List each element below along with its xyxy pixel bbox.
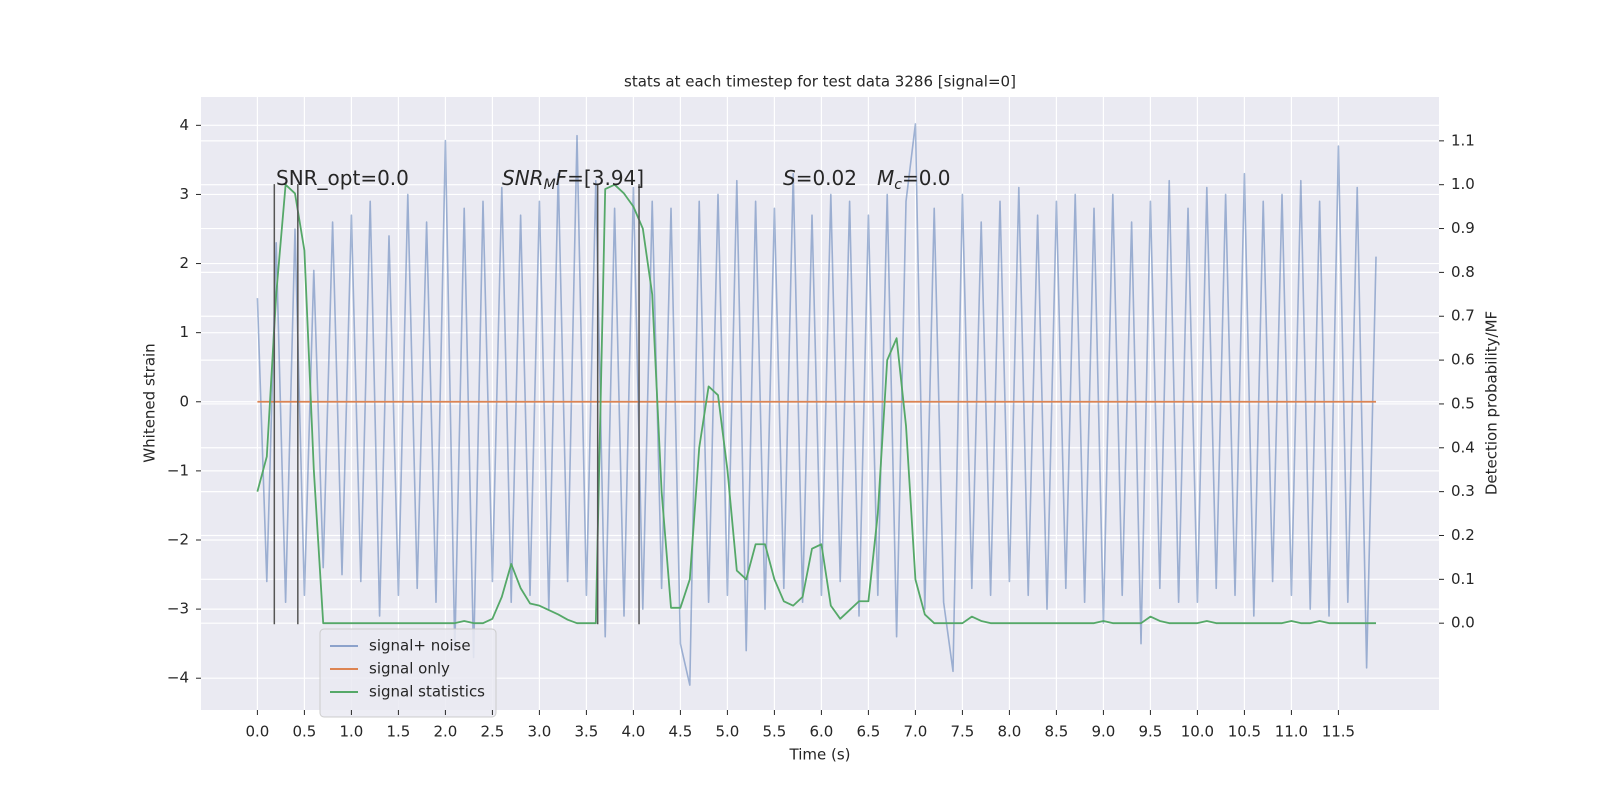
x-tick-label: 9.5 <box>1138 723 1162 741</box>
x-tick-label: 7.0 <box>903 723 927 741</box>
x-tick-label: 10.5 <box>1228 723 1261 741</box>
y2-tick-label: 0.8 <box>1451 263 1475 281</box>
x-tick-label: 2.5 <box>480 723 504 741</box>
annotation: SNR_opt=0.0 <box>276 166 409 190</box>
y2-axis-label: Detection probability/MF <box>1483 311 1501 495</box>
annotation-text: =0.0 <box>902 166 951 190</box>
y2-tick-label: 1.0 <box>1451 175 1475 193</box>
y2-tick-label: 0.1 <box>1451 570 1475 588</box>
y-tick-label: −2 <box>167 530 189 548</box>
x-tick-label: 1.0 <box>339 723 363 741</box>
annotation-text: F <box>556 166 568 190</box>
annotation: Mc=0.0 <box>877 166 951 193</box>
x-tick-label: 2.0 <box>433 723 457 741</box>
chart-title: stats at each timestep for test data 328… <box>624 73 1016 91</box>
y2-tick-label: 0.0 <box>1451 614 1475 632</box>
x-tick-label: 1.5 <box>386 723 410 741</box>
annotation: SNRMF=[3.94] <box>502 166 644 193</box>
x-tick-label: 5.5 <box>762 723 786 741</box>
y2-tick-label: 0.3 <box>1451 482 1475 500</box>
x-tick-label: 6.5 <box>856 723 880 741</box>
annotation-text: S <box>783 166 796 190</box>
x-tick-label: 5.0 <box>715 723 739 741</box>
annotation-subscript: c <box>894 177 902 193</box>
y-tick-label: 1 <box>179 323 189 341</box>
x-axis-label: Time (s) <box>789 746 851 764</box>
legend-label: signal statistics <box>369 683 485 701</box>
x-tick-label: 8.0 <box>997 723 1021 741</box>
legend-label: signal only <box>369 660 450 678</box>
y2-tick-label: 0.5 <box>1451 394 1475 412</box>
y2-tick-label: 0.7 <box>1451 307 1475 325</box>
x-tick-label: 3.5 <box>574 723 598 741</box>
legend-box <box>319 628 497 718</box>
x-tick-label: 10.0 <box>1181 723 1214 741</box>
y-tick-label: −3 <box>167 600 189 618</box>
annotation: S=0.02 <box>783 166 857 190</box>
y-tick-label: 4 <box>179 116 189 134</box>
x-tick-label: 4.0 <box>621 723 645 741</box>
y-tick-label: −1 <box>167 461 189 479</box>
y-tick-label: 2 <box>179 254 189 272</box>
x-tick-label: 0.5 <box>292 723 316 741</box>
y-axis-label: Whitened strain <box>141 343 159 462</box>
y2-tick-label: 0.6 <box>1451 351 1475 369</box>
x-tick-label: 9.0 <box>1091 723 1115 741</box>
y-tick-label: −4 <box>167 669 189 687</box>
annotation-text: =[3.94] <box>567 166 644 190</box>
x-tick-label: 4.5 <box>668 723 692 741</box>
legend: signal+ noise signal only signal statistic… <box>319 628 497 718</box>
annotation-text: SNR_opt=0.0 <box>276 166 409 190</box>
y-tick-label: 0 <box>179 392 189 410</box>
y2-tick-label: 0.4 <box>1451 438 1475 456</box>
annotation-text: =0.02 <box>796 166 857 190</box>
x-tick-label: 3.0 <box>527 723 551 741</box>
y2-tick-label: 0.9 <box>1451 219 1475 237</box>
series-line <box>256 123 1377 686</box>
x-tick-label: 0.0 <box>245 723 269 741</box>
y-tick-label: 3 <box>179 185 189 203</box>
x-tick-label: 11.5 <box>1322 723 1355 741</box>
legend-label: signal+ noise <box>369 637 471 655</box>
x-tick-label: 11.0 <box>1275 723 1308 741</box>
x-tick-label: 6.0 <box>809 723 833 741</box>
marks <box>256 123 1377 686</box>
annotation-text: SNR <box>502 166 544 190</box>
annotation-subscript: M <box>544 177 556 193</box>
x-tick-label: 7.5 <box>950 723 974 741</box>
y2-tick-label: 1.1 <box>1451 131 1475 149</box>
y2-tick-label: 0.2 <box>1451 526 1475 544</box>
x-tick-label: 8.5 <box>1044 723 1068 741</box>
series-line <box>256 183 1377 625</box>
annotation-text: M <box>877 166 894 190</box>
